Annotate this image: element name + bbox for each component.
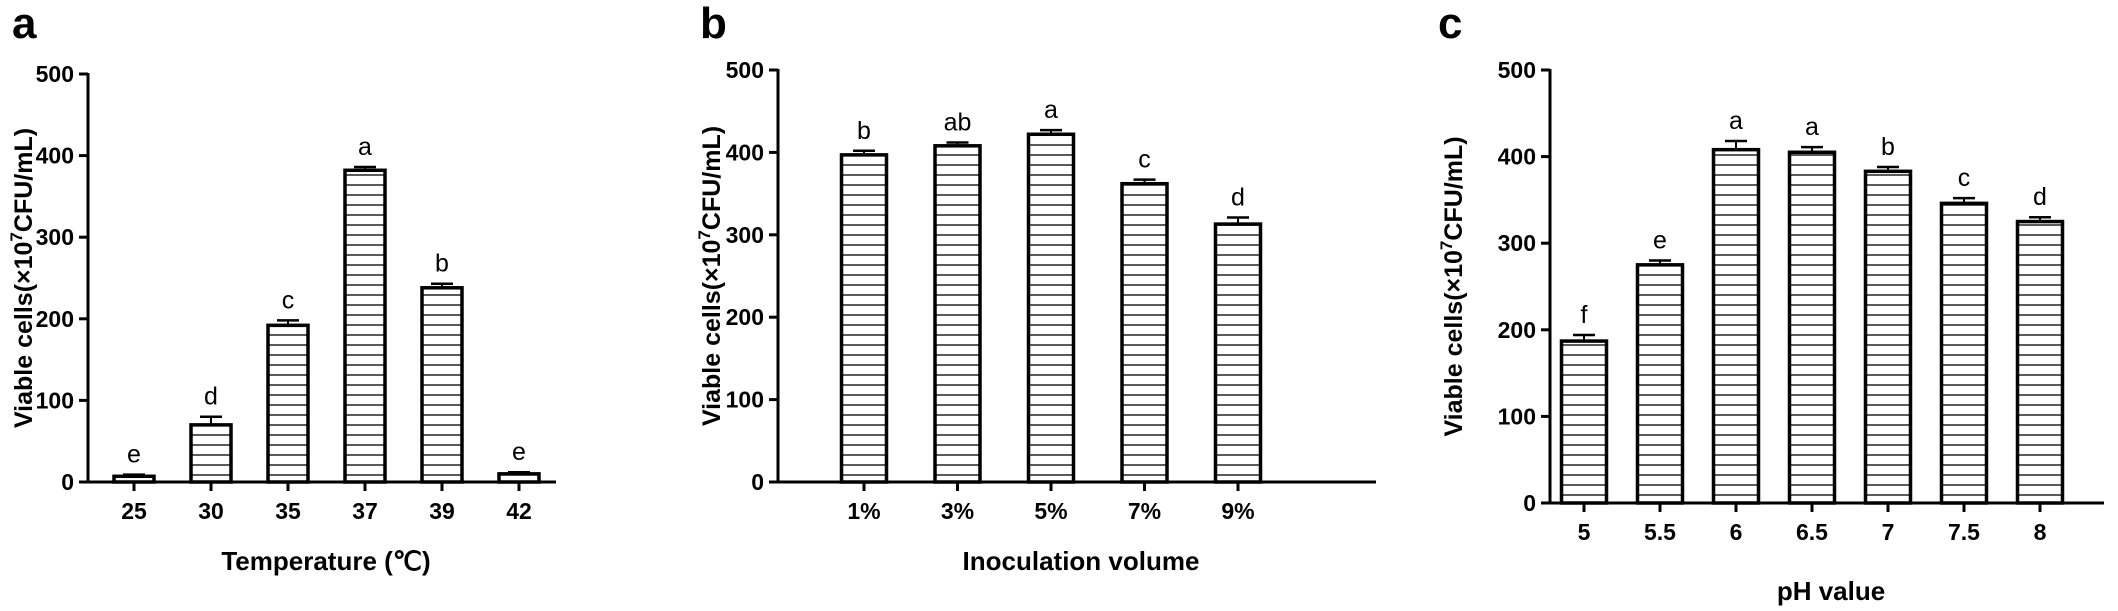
significance-label: d (204, 383, 218, 411)
significance-label: e (127, 441, 141, 469)
significance-label: b (857, 117, 871, 145)
x-tick-label: 1% (847, 498, 880, 524)
bar-3% (933, 144, 982, 484)
significance-label: c (282, 286, 295, 314)
y-tick-label: 300 (1498, 230, 1536, 256)
y-tick-label: 300 (36, 224, 74, 250)
bar-7% (1120, 181, 1169, 484)
x-tick-label: 30 (198, 498, 224, 524)
panel-letter: a (12, 0, 37, 48)
x-tick-label: 35 (275, 498, 301, 524)
chart-panel-c: c 0 100 200 300 400 500 Viable cells(×107CFU/mL… (1437, 0, 2104, 606)
bar-5.5 (1635, 263, 1685, 505)
significance-label: c (1958, 164, 1971, 192)
x-tick-label: 7.5 (1948, 519, 1980, 545)
y-tick-label: 200 (726, 304, 764, 330)
panel-letter: c (1438, 0, 1462, 48)
y-tick-label: 300 (726, 222, 764, 248)
x-tick-label: 6.5 (1796, 519, 1828, 545)
x-tick-label: 25 (121, 498, 147, 524)
significance-label: d (2033, 183, 2047, 211)
bar-42 (497, 472, 541, 484)
significance-label: f (1581, 301, 1588, 329)
bar-5% (1026, 132, 1076, 484)
y-tick-label: 0 (61, 469, 74, 495)
significance-label: b (1881, 133, 1895, 161)
chart-panel-a: a 0 100 200 300 400 500 Viable cells(×107CFU/mL… (7, 0, 556, 576)
bar-30 (189, 423, 233, 484)
chart-panel-b: b 0 100 200 300 400 500 Viable cells(×107CFU/mL… (695, 0, 1376, 576)
x-tick-label: 37 (352, 498, 378, 524)
significance-label: a (358, 133, 372, 161)
y-axis-label: Viable cells(×107CFU/mL) (1437, 136, 1468, 436)
panel-letter: b (700, 0, 727, 48)
bar-37 (343, 168, 387, 484)
y-tick-label: 0 (1523, 490, 1536, 516)
y-tick-label: 500 (36, 61, 74, 87)
bar-7 (1863, 169, 1913, 505)
significance-label: b (435, 250, 449, 278)
x-tick-label: 42 (506, 498, 532, 524)
y-tick-label: 400 (726, 139, 764, 165)
x-axis-label: Inoculation volume (963, 546, 1200, 576)
bar-25 (112, 474, 156, 484)
x-tick-label: 8 (2034, 519, 2047, 545)
x-tick-label: 3% (941, 498, 974, 524)
y-axis-label: Viable cells(×107CFU/mL) (695, 126, 726, 426)
bar-7.5 (1939, 201, 1989, 505)
y-tick-label: 400 (1498, 144, 1536, 170)
x-tick-label: 9% (1221, 498, 1254, 524)
significance-label: c (1138, 146, 1151, 174)
significance-label: a (1044, 96, 1058, 124)
x-tick-label: 5 (1578, 519, 1591, 545)
x-tick-label: 6 (1730, 519, 1743, 545)
y-tick-label: 400 (36, 143, 74, 169)
y-tick-label: 0 (751, 469, 764, 495)
y-tick-label: 200 (36, 306, 74, 332)
x-tick-label: 39 (429, 498, 455, 524)
significance-label: a (1805, 113, 1819, 141)
significance-label: e (1653, 227, 1667, 255)
x-tick-label: 7 (1882, 519, 1895, 545)
bar-1% (839, 153, 889, 484)
x-tick-label: 7% (1128, 498, 1161, 524)
significance-label: e (512, 438, 526, 466)
bar-6 (1711, 147, 1761, 505)
y-tick-label: 100 (1498, 403, 1536, 429)
significance-label: a (1729, 107, 1743, 135)
significance-label: ab (944, 109, 972, 137)
bar-6.5 (1787, 150, 1837, 505)
y-tick-label: 500 (1498, 57, 1536, 83)
bar-5 (1559, 339, 1609, 505)
y-tick-label: 100 (36, 387, 74, 413)
y-tick-label: 500 (726, 57, 764, 83)
y-axis-label: Viable cells(×107CFU/mL) (7, 128, 38, 428)
significance-label: d (1231, 183, 1245, 211)
y-tick-label: 200 (1498, 317, 1536, 343)
bar-8 (2015, 219, 2065, 505)
bar-39 (420, 286, 464, 484)
bar-35 (266, 323, 310, 484)
y-tick-label: 100 (726, 387, 764, 413)
x-tick-label: 5.5 (1644, 519, 1676, 545)
x-axis-label: pH value (1777, 576, 1885, 606)
bar-9% (1213, 222, 1263, 484)
x-axis-label: Temperature (℃) (221, 546, 430, 576)
x-tick-label: 5% (1034, 498, 1067, 524)
